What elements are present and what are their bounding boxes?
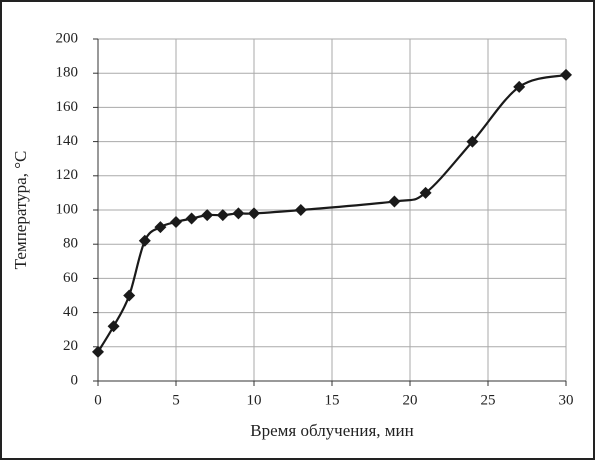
x-axis-label: Время облучения, мин [250,421,413,440]
y-tick-label: 140 [56,133,79,149]
marker [170,215,182,228]
marker [123,289,136,302]
y-tick-label: 160 [56,99,79,115]
x-tick-label: 30 [559,392,574,408]
marker [419,186,432,199]
y-tick-label: 200 [56,30,79,46]
marker [185,212,198,225]
marker [560,68,572,81]
x-tick-label: 15 [325,392,340,408]
y-axis-label: Температура, °C [11,151,30,270]
x-tick-label: 20 [403,392,418,408]
x-tick-label: 10 [247,392,262,408]
marker [232,207,245,220]
marker [216,209,229,222]
marker [201,209,214,222]
marker [138,234,151,247]
y-tick-label: 120 [56,167,79,183]
y-tick-label: 0 [71,372,79,388]
y-tick-label: 180 [56,65,79,81]
x-tick-label: 25 [481,392,496,408]
marker [92,345,104,358]
marker [466,135,479,148]
marker [154,221,167,234]
y-tick-label: 60 [63,270,78,286]
marker [513,80,526,93]
y-tick-label: 80 [63,236,78,252]
marker [294,204,307,216]
x-tick-label: 0 [94,392,102,408]
y-tick-label: 100 [56,201,79,217]
marker [107,320,120,333]
y-tick-label: 20 [63,338,78,354]
y-tick-label: 40 [63,304,78,320]
marker [388,195,401,208]
x-tick-label: 5 [172,392,180,408]
marker [248,207,260,220]
